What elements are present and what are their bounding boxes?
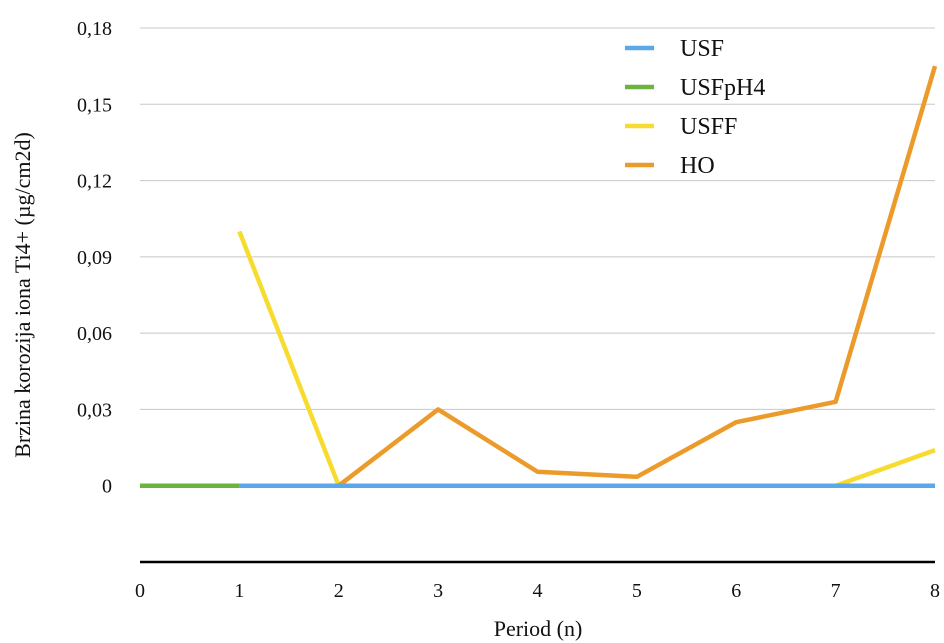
x-tick-label: 8 [930,580,940,602]
series-line-ho [339,66,935,486]
y-tick-label: 0,06 [77,323,112,345]
x-tick-label: 3 [433,580,443,602]
y-tick-label: 0,09 [77,247,112,269]
legend-label-usf: USF [680,36,724,62]
y-tick-label: 0,15 [77,94,112,116]
y-axis-title: Brzina korozija iona Ti4+ (µg/cm2d) [10,132,35,458]
legend: USF USFpH4 USFF HO [625,36,765,179]
x-tick-label: 6 [731,580,741,602]
x-tick-label: 2 [334,580,344,602]
x-tick-label: 1 [234,580,244,602]
legend-label-ho: HO [680,153,715,179]
y-axis-ticks: 0 0,03 0,06 0,09 0,12 0,15 0,18 [77,18,112,498]
series-line-usff [239,231,935,485]
x-tick-label: 7 [831,580,841,602]
y-tick-label: 0,03 [77,399,112,421]
y-tick-label: 0,18 [77,18,112,40]
legend-label-usff: USFF [680,114,737,140]
x-axis-title: Period (n) [494,616,583,641]
x-axis-ticks: 0 1 2 3 4 5 6 7 8 [135,580,940,602]
series-lines [140,66,935,486]
legend-label-usfph4: USFpH4 [680,75,765,101]
y-tick-label: 0 [102,476,112,498]
x-tick-label: 5 [632,580,642,602]
gridlines [140,28,935,486]
x-tick-label: 0 [135,580,145,602]
x-tick-label: 4 [533,580,543,602]
y-tick-label: 0,12 [77,171,112,193]
